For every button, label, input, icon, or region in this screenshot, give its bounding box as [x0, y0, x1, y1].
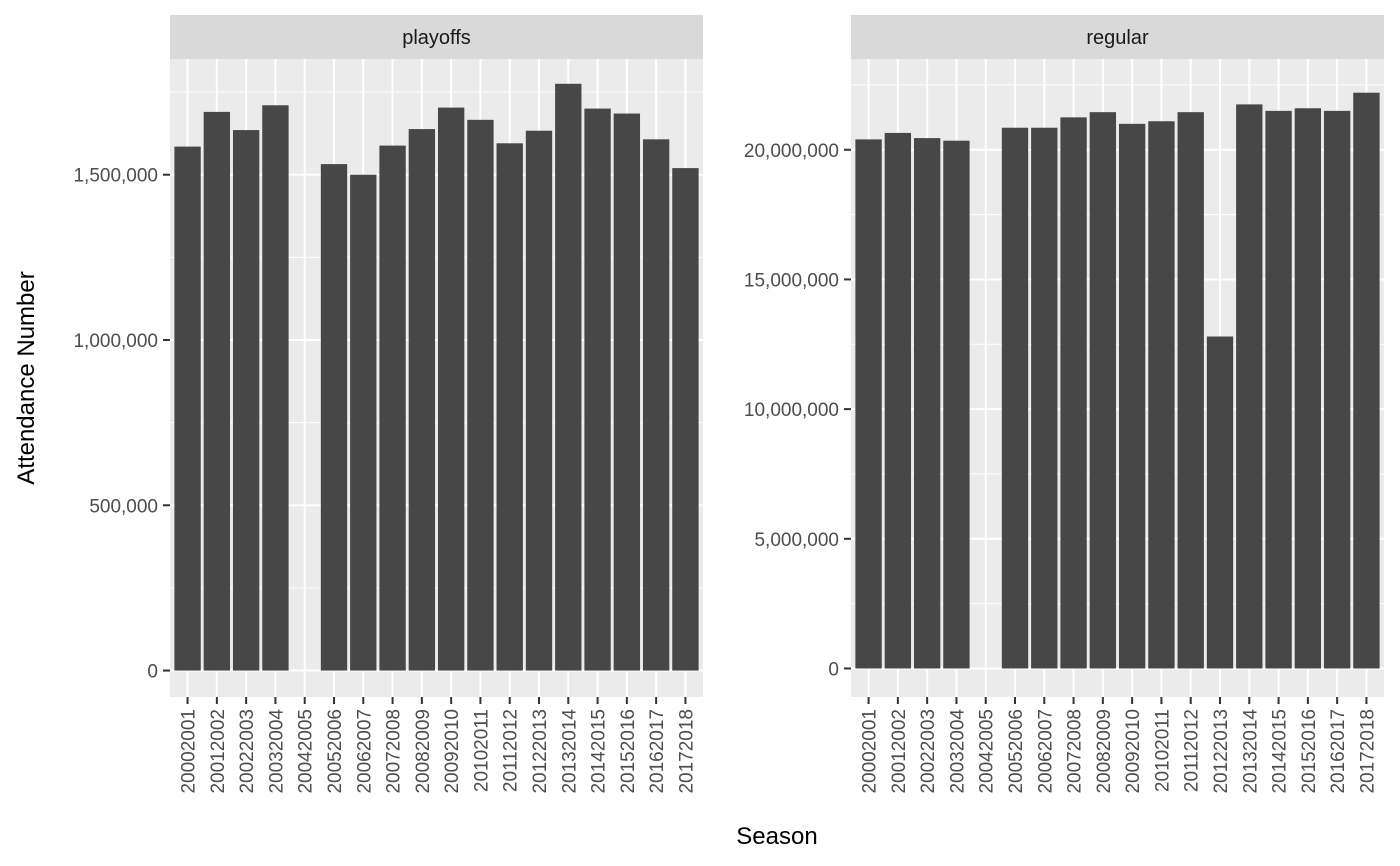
bar-20112012 — [496, 143, 523, 671]
bar-20002001 — [174, 146, 201, 671]
facet-strip-label: regular — [1086, 27, 1149, 49]
bar-20142015 — [584, 108, 611, 671]
x-tick-label: 20032004 — [947, 709, 968, 794]
bar-20032004 — [262, 105, 289, 671]
bar-20102011 — [1148, 121, 1175, 669]
bar-20122013 — [1206, 336, 1234, 669]
x-axis-title: Season — [736, 823, 817, 850]
x-tick-label: 20112012 — [501, 709, 522, 792]
bar-20072008 — [1060, 117, 1087, 669]
y-tick-label: 0 — [828, 659, 839, 680]
x-tick-label: 20002001 — [860, 709, 881, 794]
facet-strip — [851, 15, 1384, 59]
y-tick-label: 20,000,000 — [744, 141, 839, 162]
x-tick-label: 20102011 — [471, 709, 492, 792]
x-tick-label: 20022003 — [237, 709, 258, 794]
x-tick-label: 20152016 — [618, 709, 639, 794]
facet-strip — [170, 15, 703, 59]
bar-20022003 — [913, 138, 941, 669]
x-tick-label: 20082009 — [1094, 709, 1115, 794]
y-tick-label: 10,000,000 — [744, 400, 839, 421]
bar-20052006 — [320, 164, 348, 671]
x-tick-label: 20012002 — [889, 709, 910, 794]
x-tick-label: 20052006 — [325, 709, 346, 794]
bar-20012002 — [203, 111, 231, 671]
bar-20022003 — [232, 130, 260, 671]
x-tick-label: 20112012 — [1182, 709, 1203, 792]
bar-20162017 — [642, 139, 670, 671]
x-tick-label: 20082009 — [413, 709, 434, 794]
bar-20102011 — [467, 119, 494, 671]
bar-20092010 — [1118, 123, 1146, 669]
bar-20052006 — [1001, 127, 1029, 669]
bar-20082009 — [408, 129, 436, 671]
x-tick-label: 20042005 — [977, 709, 998, 794]
bar-20112012 — [1177, 112, 1204, 669]
x-tick-label: 20152016 — [1299, 709, 1320, 794]
x-tick-label: 20052006 — [1006, 709, 1027, 794]
bar-20172018 — [672, 168, 699, 671]
bar-20142015 — [1265, 110, 1292, 669]
y-tick-label: 0 — [147, 662, 158, 683]
x-tick-label: 20162017 — [647, 709, 668, 794]
bar-20132014 — [1236, 104, 1263, 669]
y-tick-label: 5,000,000 — [754, 530, 839, 551]
bar-20032004 — [943, 140, 970, 669]
y-tick-label: 15,000,000 — [744, 270, 839, 291]
bar-20012002 — [884, 132, 912, 669]
bar-20132014 — [555, 83, 582, 671]
x-tick-label: 20122013 — [1211, 709, 1232, 794]
x-tick-label: 20072008 — [1065, 709, 1086, 794]
x-tick-label: 20062007 — [354, 709, 375, 794]
bar-20172018 — [1353, 92, 1380, 669]
x-tick-label: 20062007 — [1035, 709, 1056, 794]
bar-20122013 — [525, 130, 553, 671]
y-tick-label: 500,000 — [89, 496, 158, 517]
y-tick-label: 1,500,000 — [73, 166, 158, 187]
facet-playoffs: playoffs 0 500,000 1,000,000 1,500,000 200020… — [73, 15, 703, 794]
x-tick-label: 20162017 — [1328, 709, 1349, 794]
x-tick-label: 20142015 — [1270, 709, 1291, 794]
x-tick-label: 20022003 — [918, 709, 939, 794]
y-tick-label: 1,000,000 — [73, 331, 158, 352]
y-axis-title: Attendance Number — [13, 271, 40, 484]
x-tick-label: 20092010 — [1123, 709, 1144, 794]
x-tick-label: 20172018 — [1357, 709, 1378, 794]
bar-20152016 — [613, 113, 641, 671]
bar-20002001 — [855, 139, 882, 669]
bar-20092010 — [437, 107, 465, 671]
x-tick-label: 20072008 — [384, 709, 405, 794]
x-tick-label: 20172018 — [676, 709, 697, 794]
x-tick-label: 20102011 — [1152, 709, 1173, 792]
x-tick-label: 20032004 — [266, 709, 287, 794]
bar-20072008 — [379, 145, 406, 671]
x-tick-label: 20002001 — [179, 709, 200, 794]
x-tick-label: 20132014 — [1240, 709, 1261, 794]
x-tick-label: 20132014 — [559, 709, 580, 794]
bar-20082009 — [1089, 112, 1117, 669]
bar-20152016 — [1294, 108, 1322, 669]
facet-regular: regular 0 5,000,000 10,000,000 15,000,000 20,… — [744, 15, 1384, 794]
facet-strip-label: playoffs — [402, 27, 471, 49]
bar-20162017 — [1323, 110, 1351, 669]
x-tick-label: 20142015 — [589, 709, 610, 794]
bar-20062007 — [1031, 127, 1058, 669]
x-tick-label: 20122013 — [530, 709, 551, 794]
x-tick-label: 20042005 — [296, 709, 317, 794]
bar-20062007 — [350, 174, 377, 671]
x-tick-label: 20092010 — [442, 709, 463, 794]
x-tick-label: 20012002 — [208, 709, 229, 794]
